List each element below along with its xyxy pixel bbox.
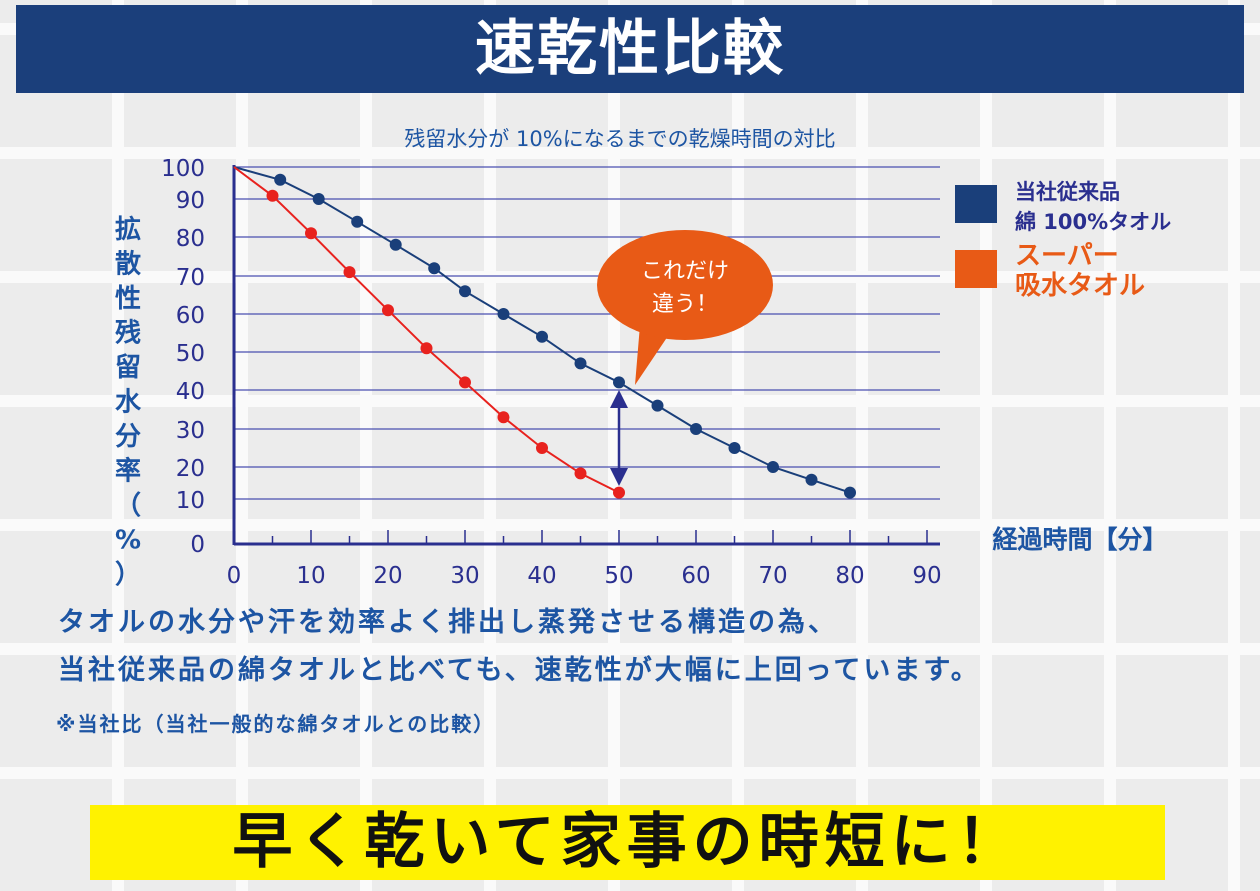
description-line-1: タオルの水分や汗を効率よく排出し蒸発させる構造の為、	[58, 607, 838, 638]
legend-label: 当社従来品	[1015, 180, 1120, 204]
y-tick-label: 40	[176, 379, 205, 405]
y-tick-label: 0	[190, 532, 205, 558]
slogan-banner: 早く乾いて家事の時短に！	[90, 805, 1165, 880]
y-axis-label-char: 散	[115, 250, 141, 280]
y-tick-label: 80	[176, 226, 205, 252]
y-axis-label-char: 水	[115, 388, 142, 418]
legend-label: スーパー	[1015, 241, 1119, 271]
x-axis-label: 経過時間【分】	[992, 525, 1167, 554]
y-axis-label-char: 残	[115, 319, 141, 349]
callout-tail	[635, 325, 672, 385]
arrow-head-down	[610, 468, 628, 486]
y-tick-label: 100	[161, 156, 205, 182]
y-axis-label-char: 拡	[115, 215, 141, 245]
x-tick-label: 20	[373, 563, 402, 589]
data-point	[651, 399, 664, 412]
data-point	[274, 173, 287, 186]
data-point	[536, 330, 548, 343]
y-axis-label-char: 留	[115, 353, 141, 383]
y-tick-label: 70	[176, 265, 205, 291]
y-axis-label-char: 分	[115, 422, 141, 452]
data-point	[536, 442, 548, 454]
data-point	[613, 486, 625, 499]
data-point	[805, 473, 818, 486]
data-point	[728, 442, 741, 454]
data-point	[266, 189, 279, 202]
y-tick-label: 10	[176, 488, 205, 514]
y-tick-label: 50	[176, 341, 205, 367]
y-axis-label-char: 率	[115, 456, 141, 487]
x-tick-label: 90	[912, 563, 941, 589]
y-tick-label: 30	[176, 418, 205, 444]
callout-text: これだけ	[641, 259, 729, 284]
data-point	[459, 285, 471, 298]
data-point	[574, 357, 587, 370]
data-point	[382, 304, 394, 317]
x-tick-label: 50	[604, 563, 633, 589]
data-point	[428, 262, 441, 275]
x-tick-label: 40	[527, 563, 556, 589]
data-point	[690, 423, 702, 435]
y-tick-label: 60	[176, 303, 205, 329]
x-tick-label: 80	[835, 563, 864, 589]
legend-label: 綿 100%タオル	[1015, 210, 1171, 234]
arrow-head-up	[610, 390, 628, 408]
y-axis-label-char: %	[115, 526, 141, 556]
data-point	[343, 266, 356, 279]
data-point	[613, 376, 625, 389]
data-point	[497, 411, 510, 424]
data-point	[497, 308, 510, 320]
data-point	[389, 238, 402, 251]
data-point	[305, 227, 317, 240]
x-tick-label: 0	[227, 563, 242, 589]
x-tick-label: 10	[296, 563, 325, 589]
series-line	[233, 166, 620, 494]
chart-title: 残留水分が 10%になるまでの乾燥時間の対比	[404, 127, 835, 151]
description-line-2: 当社従来品の綿タオルと比べても、速乾性が大幅に上回っています。	[58, 655, 981, 686]
data-point	[574, 467, 587, 480]
data-point	[459, 376, 471, 389]
footnote: ※当社比（当社一般的な綿タオルとの比較）	[56, 712, 496, 736]
page-title: 速乾性比較	[16, 5, 1244, 93]
x-tick-label: 60	[681, 563, 710, 589]
y-axis-label-char: 性	[115, 284, 141, 314]
y-axis-label-char: （	[115, 491, 141, 521]
x-tick-label: 70	[758, 563, 787, 589]
y-tick-label: 90	[176, 188, 205, 214]
data-point	[351, 215, 364, 228]
legend-label: 吸水タオル	[1015, 271, 1145, 301]
y-tick-label: 20	[176, 456, 205, 482]
data-point	[844, 486, 856, 499]
data-point	[312, 193, 325, 205]
legend-swatch	[955, 185, 997, 223]
legend-swatch	[955, 250, 997, 288]
callout-text: 違う！	[652, 292, 718, 317]
callout-bubble	[597, 230, 773, 340]
data-point	[767, 461, 779, 473]
x-tick-label: 30	[450, 563, 479, 589]
y-axis-label-char: ）	[115, 560, 141, 590]
data-point	[420, 342, 433, 355]
